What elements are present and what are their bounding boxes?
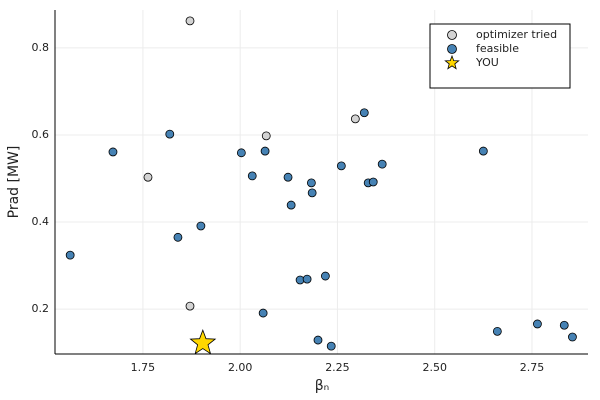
y-tick-label: 0.8 [32,41,50,54]
scatter-point [350,114,360,124]
y-axis-label: Prad [MW] [6,146,22,219]
scatter-point [185,301,195,311]
x-tick-label: 2.25 [325,361,350,374]
scatter-point [478,146,488,156]
scatter-point [533,319,542,329]
y-tick-label: 0.4 [32,215,50,228]
y-tick-label: 0.6 [32,128,50,141]
scatter-point [492,326,502,336]
x-tick-label: 2.75 [520,361,545,374]
scatter-point [247,171,257,181]
scatter-point [286,200,296,210]
legend-label: optimizer tried [476,28,557,41]
scatter-point [306,178,316,188]
scatter-point [568,332,577,342]
scatter-point [260,146,270,156]
scatter-point [377,159,387,169]
scatter-point [559,320,569,330]
scatter-point [368,177,378,187]
scatter-point [283,172,293,182]
legend-marker [447,44,457,54]
scatter-point [65,250,75,260]
x-tick-label: 1.75 [131,361,156,374]
scatter-point [189,328,217,355]
legend-label: feasible [476,42,519,55]
scatter-point [185,16,195,26]
scatter-point [326,341,336,351]
scatter-point [173,232,183,242]
scatter-point [258,308,268,318]
legend-marker [447,30,457,40]
scatter-point [165,129,175,139]
legend-marker [444,54,460,70]
scatter-point [336,161,346,171]
scatter-point [196,221,206,231]
x-tick-label: 2.00 [228,361,253,374]
y-tick-label: 0.2 [32,302,50,315]
scatter-point [302,274,312,284]
scatter-point [261,131,271,141]
scatter-point [143,172,153,182]
scatter-point [108,147,118,157]
scatter-point [320,271,330,281]
legend-label: YOU [475,56,499,69]
scatter-point [236,148,246,158]
scatter-point [359,108,369,118]
scatter-point [307,188,317,198]
x-axis-label: βₙ [315,378,330,394]
x-tick-label: 2.50 [422,361,447,374]
scatter-point [313,335,323,345]
